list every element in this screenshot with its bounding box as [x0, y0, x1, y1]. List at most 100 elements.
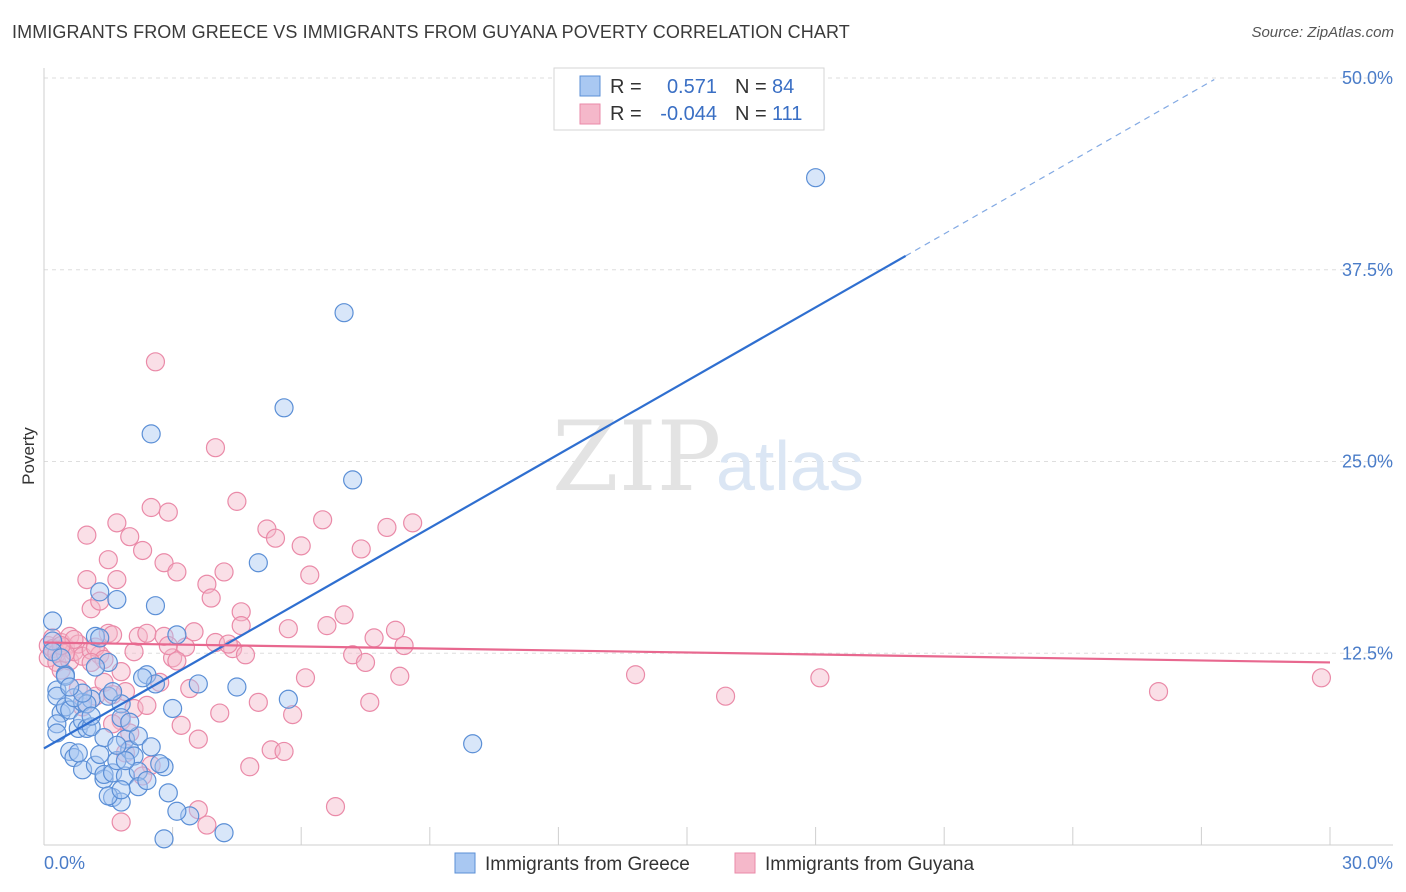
greece-point: [90, 582, 110, 602]
greece-point: [77, 694, 97, 714]
greece-point: [137, 770, 157, 791]
legend-box: R = 0.571 N = 84 R = -0.044 N = 111: [553, 67, 825, 131]
guyana-point: [240, 757, 260, 777]
greece-point: [158, 783, 178, 803]
greece-point: [107, 735, 127, 755]
guyana-point: [145, 352, 166, 372]
greece-point: [180, 806, 200, 826]
greece-point: [167, 801, 187, 821]
guyana-point: [377, 517, 397, 538]
greece-point: [334, 303, 354, 323]
guyana-point: [1148, 681, 1169, 702]
legend-swatch-guyana: [579, 103, 601, 125]
greece-point: [132, 668, 153, 688]
guyana-point: [403, 513, 423, 533]
x-tick-label-max: 30.0%: [1342, 853, 1393, 873]
guyana-point: [167, 651, 187, 671]
greece-point: [51, 648, 71, 668]
guyana-point: [210, 703, 230, 723]
guyana-point: [231, 602, 251, 622]
greece-point: [47, 723, 67, 743]
greece-point: [42, 631, 63, 651]
greece-point: [167, 625, 187, 645]
watermark-atlas: atlas: [716, 427, 864, 505]
greece-point: [214, 823, 234, 843]
bottom-legend-label-greece: Immigrants from Greece: [485, 854, 690, 875]
legend-r-value-guyana: -0.044: [660, 103, 717, 125]
guyana-point: [1311, 668, 1332, 688]
guyana-point: [124, 642, 144, 662]
greece-point: [90, 744, 110, 765]
guyana-point: [111, 812, 131, 832]
guyana-point: [214, 562, 234, 582]
bottom-legend-label-guyana: Immigrants from Guyana: [765, 854, 974, 875]
guyana-point: [141, 497, 161, 518]
x-axis: [43, 68, 1393, 846]
y-tick-label-3: 50.0%: [1342, 68, 1393, 88]
guyana-point: [77, 525, 97, 545]
guyana-point: [291, 536, 311, 556]
guyana-point: [132, 540, 153, 561]
greece-point: [42, 611, 63, 631]
greece-point: [274, 398, 294, 418]
guyana-point: [197, 815, 217, 835]
bottom-legend: Immigrants from Greece Immigrants from G…: [454, 852, 974, 875]
trend-line-greece-extension: [905, 79, 1215, 257]
guyana-point: [158, 502, 178, 522]
guyana-point: [184, 622, 204, 642]
greece-point: [115, 751, 136, 771]
greece-point: [55, 666, 76, 686]
guyana-point: [201, 588, 221, 608]
trend-line-greece: [43, 254, 907, 750]
greece-point: [85, 657, 106, 677]
greece-point: [111, 708, 131, 728]
guyana-point: [171, 715, 191, 735]
guyana-point: [188, 729, 208, 749]
greece-point: [128, 726, 148, 746]
guyana-point: [167, 562, 187, 582]
greece-point: [102, 681, 123, 702]
greece-point: [107, 589, 127, 610]
y-axis-label: Poverty: [19, 427, 38, 485]
greece-point: [805, 168, 826, 188]
y-tick-label-1: 25.0%: [1342, 452, 1393, 472]
guyana-point: [360, 692, 380, 712]
guyana-point: [295, 668, 316, 688]
greece-point: [141, 424, 161, 444]
greece-point: [163, 698, 183, 719]
guyana-point: [120, 527, 140, 547]
greece-point: [188, 674, 208, 694]
grid-lines: [44, 77, 1393, 654]
guyana-point: [715, 686, 736, 706]
guyana-point: [180, 678, 200, 699]
chart-source: Source: ZipAtlas.com: [1251, 24, 1394, 41]
x-tick-label-min: 0.0%: [44, 853, 85, 873]
guyana-point: [317, 616, 337, 636]
guyana-point: [98, 550, 118, 570]
greece-point: [98, 652, 118, 673]
guyana-point: [385, 620, 406, 640]
y-tick-label-2: 37.5%: [1342, 260, 1393, 280]
greece-point: [124, 746, 144, 766]
guyana-point: [390, 666, 410, 686]
greece-point: [463, 734, 483, 754]
legend-swatch-greece: [579, 75, 601, 97]
greece-point: [120, 712, 140, 732]
guyana-point: [334, 605, 354, 625]
guyana-point: [394, 635, 414, 656]
greece-point: [150, 754, 170, 774]
y-tick-labels: 12.5% 25.0% 37.5% 50.0%: [1342, 68, 1393, 663]
greece-point: [68, 743, 88, 763]
guyana-point: [265, 528, 286, 548]
legend-n-label-greece: N =: [735, 76, 767, 98]
watermark-zip: ZIP: [552, 401, 721, 513]
guyana-point: [355, 652, 376, 673]
guyana-point: [810, 668, 830, 688]
guyana-point: [137, 695, 157, 716]
trend-lines: [43, 79, 1331, 750]
legend-n-value-greece: 84: [772, 76, 794, 98]
bottom-legend-swatch-guyana: [734, 852, 756, 874]
bottom-legend-swatch-greece: [454, 852, 476, 874]
series-greece-points: [42, 168, 826, 849]
